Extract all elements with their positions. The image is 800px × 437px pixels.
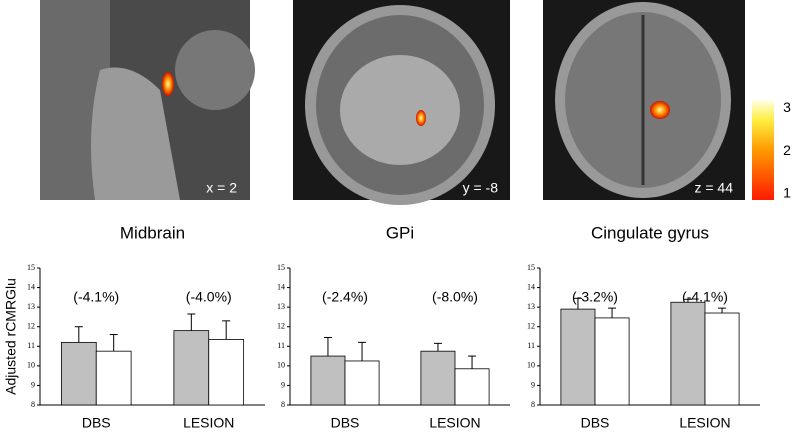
y-tick-label: 13 bbox=[277, 302, 285, 311]
chart-title: Cingulate gyrus bbox=[591, 223, 709, 242]
y-tick-label: 10 bbox=[27, 361, 35, 370]
brain-image: z = 44 bbox=[543, 0, 745, 200]
bar bbox=[560, 308, 596, 406]
x-tick-label: DBS bbox=[331, 415, 360, 431]
x-tick-label: LESION bbox=[429, 415, 480, 431]
image-label: z = 44 bbox=[694, 180, 733, 196]
y-tick-label: 9 bbox=[531, 380, 535, 389]
bar bbox=[95, 350, 132, 406]
y-tick-label: 14 bbox=[27, 282, 35, 291]
y-tick-label: 14 bbox=[277, 282, 285, 291]
bar bbox=[173, 330, 210, 406]
chart-title: Midbrain bbox=[120, 223, 185, 242]
y-tick-label: 13 bbox=[27, 302, 35, 311]
bar bbox=[208, 339, 245, 406]
x-tick-label: DBS bbox=[581, 415, 610, 431]
y-tick-label: 8 bbox=[31, 400, 35, 409]
brain-image: x = 2 bbox=[40, 0, 255, 200]
annotation: (-4.1%) bbox=[73, 289, 119, 305]
y-tick-label: 11 bbox=[27, 341, 35, 350]
annotation: (-4.1%) bbox=[682, 289, 728, 305]
y-tick-label: 9 bbox=[281, 380, 285, 389]
bar bbox=[704, 312, 740, 406]
annotation: (-2.4%) bbox=[322, 289, 368, 305]
bar bbox=[670, 301, 706, 406]
image-label: y = -8 bbox=[463, 180, 499, 196]
colorbar-tick-label: 3 bbox=[783, 99, 791, 115]
bar bbox=[310, 355, 346, 406]
bar bbox=[344, 360, 380, 406]
y-tick-label: 13 bbox=[527, 302, 535, 311]
x-tick-label: LESION bbox=[183, 415, 234, 431]
chart-title: GPi bbox=[386, 223, 414, 242]
y-tick-label: 15 bbox=[27, 263, 35, 272]
x-tick-label: DBS bbox=[82, 415, 111, 431]
annotation: (-4.0%) bbox=[186, 289, 232, 305]
annotation: (-8.0%) bbox=[432, 289, 478, 305]
y-tick-label: 8 bbox=[281, 400, 285, 409]
y-tick-label: 12 bbox=[27, 322, 35, 331]
bar bbox=[60, 341, 97, 406]
y-tick-label: 11 bbox=[277, 341, 285, 350]
y-tick-label: 11 bbox=[527, 341, 535, 350]
y-tick-label: 9 bbox=[31, 380, 35, 389]
annotation: (-3.2%) bbox=[572, 289, 618, 305]
y-tick-label: 14 bbox=[527, 282, 535, 291]
bar bbox=[420, 350, 456, 406]
y-tick-label: 15 bbox=[527, 263, 535, 272]
colorbar bbox=[752, 100, 774, 200]
y-tick-label: 12 bbox=[527, 322, 535, 331]
y-tick-label: 8 bbox=[531, 400, 535, 409]
image-label: x = 2 bbox=[206, 180, 237, 196]
y-tick-label: 12 bbox=[277, 322, 285, 331]
bar bbox=[594, 317, 630, 406]
brain-image: y = -8 bbox=[293, 0, 510, 205]
x-tick-label: LESION bbox=[679, 415, 730, 431]
colorbar-tick-label: 2 bbox=[783, 142, 791, 158]
y-tick-label: 10 bbox=[527, 361, 535, 370]
y-tick-label: 10 bbox=[277, 361, 285, 370]
colorbar-tick-label: 1 bbox=[783, 184, 791, 200]
y-tick-label: 15 bbox=[277, 263, 285, 272]
bar bbox=[454, 368, 490, 406]
y-axis-label: Adjusted rCMRGlu bbox=[3, 278, 19, 395]
